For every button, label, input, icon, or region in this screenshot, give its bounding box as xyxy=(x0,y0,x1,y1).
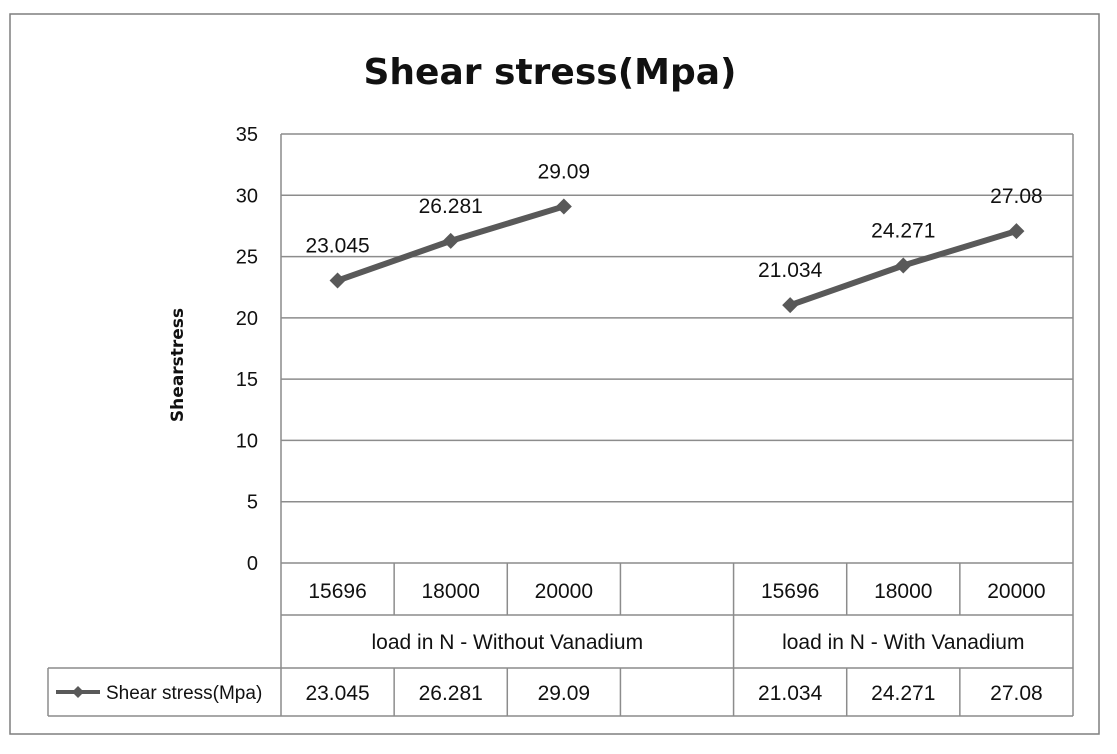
y-tick-label: 0 xyxy=(247,553,258,575)
data-label: 29.09 xyxy=(538,160,591,183)
data-labels: 23.045 26.281 29.09 21.034 24.271 27.08 xyxy=(305,160,1042,282)
y-axis-label: Shearstress xyxy=(168,308,188,422)
group-label: load in N - With Vanadium xyxy=(782,631,1024,654)
data-point-marker xyxy=(895,257,912,274)
table-value-cell: 21.034 xyxy=(758,682,823,705)
y-tick-labels: 0 5 10 15 20 25 30 35 xyxy=(236,124,258,575)
legend: Shear stress(Mpa) xyxy=(56,683,262,704)
y-tick-label: 25 xyxy=(236,247,258,269)
legend-series-name: Shear stress(Mpa) xyxy=(106,683,262,704)
category-label: 18000 xyxy=(874,580,932,603)
data-point-marker xyxy=(1008,223,1025,240)
y-tick-label: 30 xyxy=(236,185,258,207)
legend-marker-swatch xyxy=(72,686,84,698)
y-tick-label: 15 xyxy=(236,369,258,391)
data-label: 23.045 xyxy=(305,235,369,258)
chart-title: Shear stress(Mpa) xyxy=(363,52,736,93)
category-label: 18000 xyxy=(422,580,480,603)
category-label: 20000 xyxy=(987,580,1045,603)
table-value-cell: 24.271 xyxy=(871,682,935,705)
data-point-marker xyxy=(782,297,799,314)
data-point-marker xyxy=(555,198,572,215)
table-value-cell: 27.08 xyxy=(990,682,1043,705)
data-point-marker xyxy=(329,272,346,289)
category-label: 15696 xyxy=(308,580,366,603)
data-label: 21.034 xyxy=(758,259,823,282)
data-label: 26.281 xyxy=(419,195,483,218)
category-label: 20000 xyxy=(535,580,593,603)
table-value-cell: 26.281 xyxy=(419,682,483,705)
data-label: 24.271 xyxy=(871,220,935,243)
y-tick-label: 35 xyxy=(236,124,258,146)
data-label: 27.08 xyxy=(990,185,1043,208)
table-value-cell: 23.045 xyxy=(305,682,369,705)
y-tick-label: 10 xyxy=(236,430,258,452)
y-tick-label: 5 xyxy=(247,492,258,514)
data-point-marker xyxy=(442,232,459,249)
data-table: 15696 18000 20000 15696 18000 20000 load in N … xyxy=(47,134,1074,717)
group-label: load in N - Without Vanadium xyxy=(371,631,643,654)
category-label: 15696 xyxy=(761,580,819,603)
y-tick-label: 20 xyxy=(236,308,258,330)
table-value-cell: 29.09 xyxy=(538,682,591,705)
series-markers xyxy=(329,198,1025,314)
